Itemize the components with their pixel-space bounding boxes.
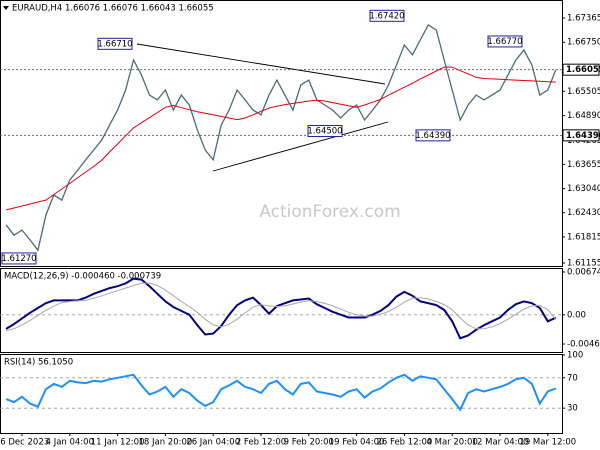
x-tick-label: 4 Jan 04:00 bbox=[46, 438, 94, 448]
y-tick-label: 1.61155 bbox=[567, 259, 600, 269]
trend-line bbox=[136, 43, 386, 85]
series-line bbox=[5, 277, 557, 340]
y-tick-label: 1.67365 bbox=[567, 13, 600, 23]
annotation-box bbox=[369, 9, 405, 22]
annotation-label: 1.64500 bbox=[307, 127, 342, 137]
price-level-box bbox=[562, 63, 600, 76]
panel-title: MACD(12,26,9) -0.000460 -0.000739 bbox=[4, 272, 161, 282]
panel-title: EURAUD,H4 1.66076 1.66076 1.66043 1.6605… bbox=[12, 4, 214, 14]
panel-frame bbox=[0, 354, 563, 434]
x-tick-label: 11 Jan 12:00 bbox=[91, 438, 145, 448]
y-tick-label: 0.00 bbox=[567, 310, 586, 320]
series-line bbox=[5, 23, 557, 252]
annotation-box bbox=[97, 37, 133, 50]
series-line bbox=[5, 66, 556, 211]
y-tick-label: 100 bbox=[567, 351, 583, 361]
trend-line bbox=[212, 121, 389, 172]
y-tick-label: 1.66750 bbox=[567, 38, 600, 48]
panel-frame bbox=[0, 268, 563, 353]
x-tick-label: 19 Mar 12:00 bbox=[519, 438, 576, 448]
y-tick-label: 1.63655 bbox=[567, 160, 600, 170]
series-line bbox=[5, 282, 557, 332]
y-tick-label: 1.62430 bbox=[567, 208, 600, 218]
y-tick-label: 0.006743 bbox=[567, 268, 600, 278]
y-tick-label: 70 bbox=[567, 373, 578, 383]
annotation-box bbox=[307, 125, 343, 138]
price-level-label: 1.64390 bbox=[566, 131, 600, 141]
x-tick-label: 2 Feb 12:00 bbox=[236, 438, 286, 448]
x-tick-label: 26 Feb 12:00 bbox=[377, 438, 433, 448]
panel-title: RSI(14) 56.1050 bbox=[4, 358, 73, 368]
watermark: ActionForex.com bbox=[259, 202, 400, 222]
annotation-label: 1.66770 bbox=[487, 37, 522, 47]
y-tick-label: 1.64890 bbox=[567, 111, 600, 121]
price-level-label: 1.66055 bbox=[566, 65, 600, 75]
x-tick-label: 26 Jan 04:00 bbox=[186, 438, 240, 448]
x-tick-label: 26 Dec 2023 bbox=[0, 438, 49, 448]
x-tick-label: 9 Feb 20:00 bbox=[284, 438, 334, 448]
series-line bbox=[5, 373, 557, 412]
y-tick-label: 1.63040 bbox=[567, 184, 600, 194]
annotation-box bbox=[415, 129, 451, 142]
y-tick-label: 30 bbox=[567, 404, 578, 414]
y-tick-label: 1.61815 bbox=[567, 232, 600, 242]
annotation-label: 1.67420 bbox=[369, 11, 404, 21]
annotation-label: 1.61270 bbox=[1, 254, 36, 264]
annotation-label: 1.66710 bbox=[97, 39, 132, 49]
x-tick-label: 12 Mar 04:00 bbox=[472, 438, 529, 448]
annotation-box bbox=[1, 252, 37, 265]
x-tick-label: 4 Mar 20:00 bbox=[427, 438, 478, 448]
x-tick-label: 19 Feb 04:00 bbox=[329, 438, 385, 448]
y-tick-label: 1.65505 bbox=[567, 87, 600, 97]
menu-icon bbox=[3, 6, 9, 10]
x-tick-label: 18 Jan 20:00 bbox=[138, 438, 192, 448]
annotation-box bbox=[487, 35, 523, 48]
price-level-box bbox=[562, 129, 600, 142]
annotation-label: 1.64390 bbox=[415, 131, 450, 141]
y-tick-label: -0.004603 bbox=[567, 340, 600, 350]
